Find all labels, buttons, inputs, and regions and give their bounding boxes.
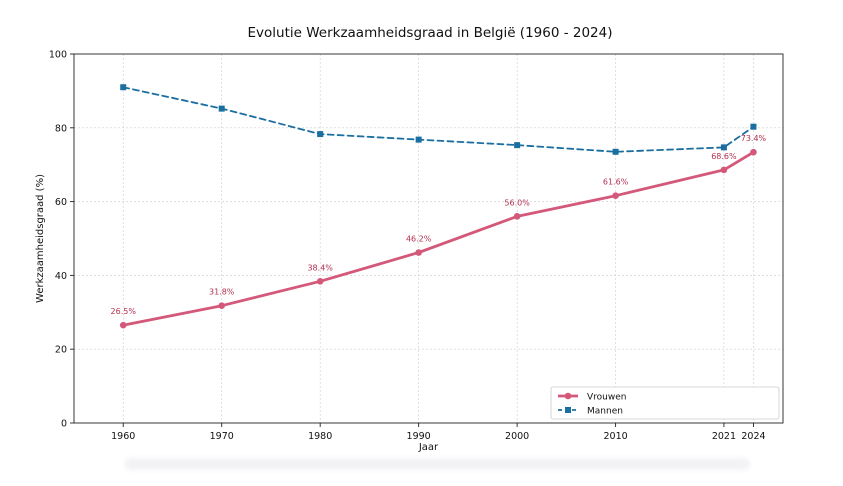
data-label-vrouwen: 56.0% bbox=[504, 198, 530, 207]
legend-label-vrouwen: Vrouwen bbox=[587, 393, 626, 403]
data-point-vrouwen bbox=[119, 321, 127, 329]
x-axis-label: Jaar bbox=[418, 442, 439, 453]
data-point-mannen bbox=[750, 123, 757, 130]
legend: Vrouwen Mannen bbox=[550, 386, 780, 420]
data-point-mannen bbox=[120, 84, 127, 91]
plot-frame bbox=[73, 53, 784, 424]
blurred-caption bbox=[125, 458, 750, 470]
data-point-mannen bbox=[317, 131, 324, 138]
data-point-mannen bbox=[720, 144, 727, 151]
y-tick-label: 40 bbox=[55, 271, 67, 282]
y-tick-label: 80 bbox=[55, 123, 67, 134]
data-label-vrouwen: 73.4% bbox=[741, 134, 767, 143]
series-layer bbox=[119, 84, 757, 329]
x-tick-label: 2010 bbox=[604, 431, 628, 442]
x-tick-label: 1990 bbox=[407, 431, 431, 442]
y-tick-label: 0 bbox=[61, 419, 67, 430]
data-point-vrouwen bbox=[513, 213, 521, 220]
x-tick-label: 2021 bbox=[712, 431, 736, 442]
grid bbox=[74, 54, 783, 423]
x-tick-label: 1960 bbox=[111, 431, 135, 442]
y-axis-label: Werkzaamheidsgraad (%) bbox=[35, 174, 46, 303]
data-point-vrouwen bbox=[720, 166, 728, 174]
data-label-vrouwen: 31.8% bbox=[209, 288, 235, 297]
data-point-vrouwen bbox=[316, 278, 324, 285]
legend-marker-vrouwen bbox=[564, 392, 572, 400]
legend-marker-mannen bbox=[565, 407, 571, 413]
data-point-mannen bbox=[415, 136, 422, 143]
data-point-mannen bbox=[612, 148, 619, 155]
y-tick-label: 60 bbox=[55, 197, 67, 208]
x-tick-label: 2024 bbox=[741, 431, 765, 442]
x-tick-label: 1970 bbox=[210, 431, 234, 442]
axes: 1960 1970 1980 1990 2000 2010 2021 2024 0 20 40 60 8… bbox=[49, 50, 766, 443]
data-point-vrouwen bbox=[218, 302, 226, 309]
x-tick-label: 2000 bbox=[505, 431, 529, 442]
y-tick-label: 100 bbox=[49, 50, 67, 61]
data-label-vrouwen: 38.4% bbox=[307, 263, 333, 272]
data-point-vrouwen bbox=[750, 148, 757, 156]
chart-title: Evolutie Werkzaamheidsgraad in België (1… bbox=[247, 25, 612, 41]
data-point-mannen bbox=[218, 105, 225, 112]
x-tick-label: 1980 bbox=[308, 431, 332, 442]
data-point-mannen bbox=[514, 142, 521, 149]
data-label-vrouwen: 46.2% bbox=[406, 235, 432, 244]
series-line-vrouwen bbox=[121, 150, 755, 327]
legend-box bbox=[550, 386, 780, 420]
data-labels: 26.5% 31.8% 38.4% 46.2% 56.0% 61.6% 68.6% 73.4% bbox=[111, 134, 767, 316]
data-point-vrouwen bbox=[612, 192, 619, 199]
data-label-vrouwen: 26.5% bbox=[111, 307, 137, 316]
y-tick-label: 20 bbox=[55, 345, 67, 356]
data-label-vrouwen: 61.6% bbox=[603, 178, 629, 187]
legend-label-mannen: Mannen bbox=[587, 407, 623, 417]
data-point-vrouwen bbox=[415, 249, 422, 256]
series-line-mannen bbox=[122, 86, 755, 153]
data-label-vrouwen: 68.6% bbox=[711, 152, 737, 161]
